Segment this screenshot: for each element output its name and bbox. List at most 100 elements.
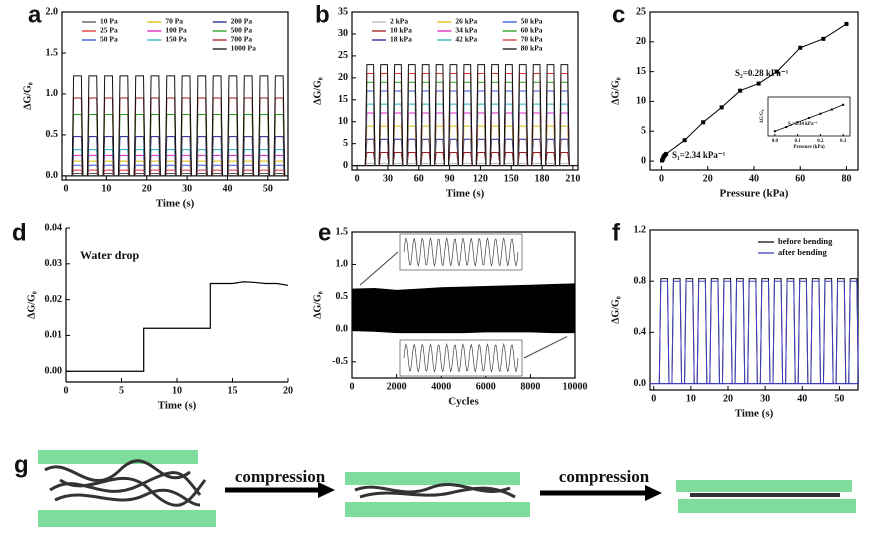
band-upper bbox=[351, 283, 576, 291]
x-tick-label: 2000 bbox=[387, 381, 407, 392]
pulse bbox=[835, 280, 847, 384]
x-tick-label: 80 bbox=[841, 173, 851, 184]
x-tick-label: 20 bbox=[142, 183, 152, 194]
y-axis-label: ΔG/G₀ bbox=[22, 82, 33, 110]
panel-label: b bbox=[315, 1, 330, 28]
x-tick-label: 30 bbox=[760, 393, 770, 404]
pulse bbox=[462, 162, 473, 166]
slab bbox=[678, 499, 856, 513]
arrow-head bbox=[645, 485, 662, 501]
x-tick-label: 5 bbox=[119, 385, 124, 396]
x-tick-label: 90 bbox=[445, 173, 455, 184]
pulse bbox=[517, 64, 529, 166]
x-tick-label: 0 bbox=[64, 385, 69, 396]
x-tick-label: 40 bbox=[797, 393, 807, 404]
plot-frame bbox=[649, 11, 859, 171]
legend-label: 42 kPa bbox=[455, 35, 477, 44]
y-tick-label: 15 bbox=[338, 94, 348, 105]
pulse bbox=[118, 75, 130, 176]
y-tick-label: 30 bbox=[338, 28, 348, 39]
pulse bbox=[71, 75, 84, 176]
y-tick-label: 1.0 bbox=[336, 259, 349, 270]
fiber-network bbox=[354, 483, 516, 499]
y-axis-label: ΔG/G₀ bbox=[312, 77, 323, 105]
panel-label: a bbox=[28, 1, 42, 28]
x-tick-label: 30 bbox=[383, 173, 393, 184]
legend-label: 26 kPa bbox=[455, 17, 477, 26]
legend-label: after bending bbox=[778, 247, 827, 257]
annotation: S₂=0.28 kPa⁻¹ bbox=[735, 68, 789, 78]
pulse bbox=[531, 162, 542, 166]
y-tick-label: 0 bbox=[343, 160, 348, 171]
pulse bbox=[759, 280, 771, 384]
y-tick-label: 15 bbox=[636, 66, 646, 77]
plot-frame bbox=[649, 229, 859, 391]
x-tick-label: 6000 bbox=[476, 381, 496, 392]
inset-point bbox=[796, 121, 799, 124]
pulse bbox=[420, 64, 432, 166]
pulse bbox=[102, 75, 115, 176]
y-tick-label: -0.5 bbox=[332, 356, 348, 367]
x-tick-label: 10 bbox=[172, 385, 182, 396]
zoom-arrow bbox=[359, 251, 399, 286]
inset-y-label: ΔG/G₀ bbox=[760, 109, 765, 123]
y-tick-label: 1.5 bbox=[46, 47, 59, 58]
inset-x-tick-label: 0.1 bbox=[794, 139, 801, 144]
y-tick-label: 0.0 bbox=[634, 378, 647, 389]
y-tick-label: 0.0 bbox=[336, 324, 349, 335]
pulse bbox=[448, 64, 459, 166]
x-tick-label: 40 bbox=[222, 183, 232, 194]
pulse bbox=[133, 75, 146, 176]
pulse bbox=[489, 64, 501, 166]
x-axis-label: Time (s) bbox=[735, 408, 774, 420]
pulse bbox=[658, 280, 670, 384]
pulse bbox=[364, 162, 376, 166]
inset-x-tick-label: 0.2 bbox=[817, 139, 824, 144]
pulse bbox=[559, 64, 570, 166]
pulse bbox=[392, 64, 404, 166]
legend-label: 70 Pa bbox=[165, 17, 183, 26]
inset-x-tick-label: 0.3 bbox=[840, 139, 847, 144]
slab bbox=[676, 480, 852, 492]
inset-point bbox=[808, 117, 810, 120]
annotation: S₁=2.34 kPa⁻¹ bbox=[672, 150, 726, 160]
legend-label: 60 kPa bbox=[521, 26, 543, 35]
legend-label: 200 Pa bbox=[231, 17, 253, 26]
y-tick-label: 0.8 bbox=[634, 275, 647, 286]
pulse bbox=[503, 162, 515, 166]
x-axis-label: Time (s) bbox=[446, 188, 485, 200]
x-tick-label: 60 bbox=[414, 173, 424, 184]
inset-point bbox=[830, 108, 833, 111]
panel-label: f bbox=[612, 219, 621, 246]
pulse bbox=[226, 75, 239, 176]
pulse bbox=[242, 75, 255, 176]
x-axis-label: Pressure (kPa) bbox=[720, 188, 789, 200]
y-axis-label: ΔG/G₀ bbox=[610, 296, 621, 324]
inset-point bbox=[773, 130, 776, 133]
slab bbox=[38, 450, 198, 464]
pulse bbox=[797, 280, 809, 384]
legend-label: 150 Pa bbox=[165, 35, 187, 44]
fiber-network bbox=[44, 459, 207, 507]
y-tick-label: 1.2 bbox=[634, 224, 647, 235]
y-tick-label: 20 bbox=[636, 36, 646, 47]
pulse bbox=[378, 162, 390, 166]
legend-label: 10 Pa bbox=[100, 17, 118, 26]
data-line bbox=[66, 281, 289, 372]
inset-frame bbox=[767, 96, 851, 137]
inset-x-tick-label: 0.0 bbox=[772, 139, 779, 144]
band-fill bbox=[352, 283, 575, 333]
pulse bbox=[545, 162, 556, 166]
panel-label: e bbox=[318, 219, 331, 246]
x-tick-label: 210 bbox=[565, 173, 580, 184]
legend-label: 700 Pa bbox=[231, 35, 253, 44]
x-tick-label: 150 bbox=[504, 173, 519, 184]
y-tick-label: 0.5 bbox=[336, 291, 349, 302]
x-tick-label: 0 bbox=[355, 173, 360, 184]
pulse bbox=[211, 75, 224, 176]
zoom-arrow bbox=[523, 336, 568, 359]
legend-label: 70 kPa bbox=[521, 35, 543, 44]
pulse bbox=[696, 280, 708, 384]
data-point bbox=[738, 88, 743, 93]
data-point bbox=[756, 81, 761, 86]
